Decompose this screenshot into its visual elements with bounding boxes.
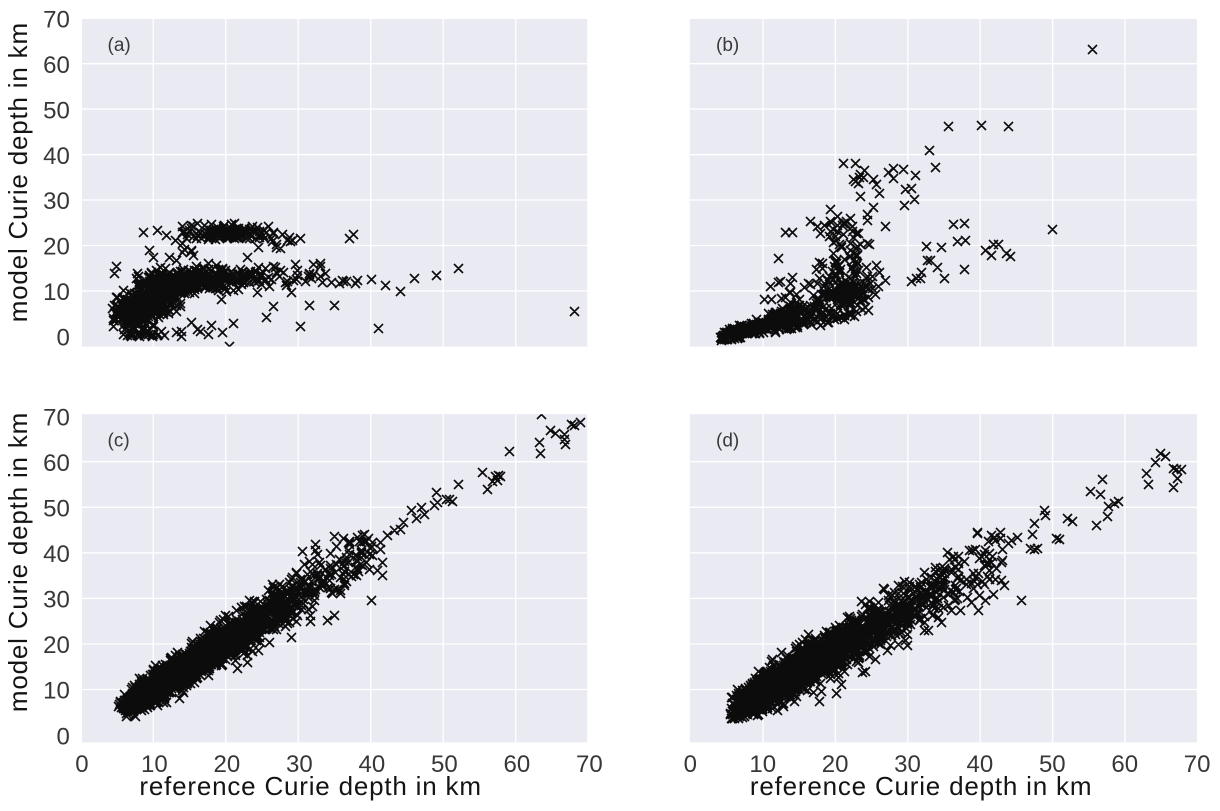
svg-text:60: 60 bbox=[43, 52, 70, 79]
svg-text:70: 70 bbox=[1184, 751, 1211, 778]
svg-text:(a): (a) bbox=[108, 35, 131, 56]
svg-text:reference Curie depth in km: reference Curie depth in km bbox=[750, 771, 1092, 801]
svg-text:10: 10 bbox=[749, 751, 776, 778]
svg-text:70: 70 bbox=[576, 751, 603, 778]
svg-text:20: 20 bbox=[43, 632, 70, 659]
svg-text:reference Curie depth in km: reference Curie depth in km bbox=[139, 771, 481, 801]
svg-text:40: 40 bbox=[43, 143, 70, 170]
svg-text:model Curie depth in km: model Curie depth in km bbox=[3, 22, 33, 322]
svg-text:(c): (c) bbox=[108, 431, 130, 452]
svg-text:30: 30 bbox=[286, 751, 313, 778]
svg-text:60: 60 bbox=[43, 450, 70, 477]
svg-text:20: 20 bbox=[43, 234, 70, 261]
svg-text:60: 60 bbox=[504, 751, 531, 778]
svg-text:60: 60 bbox=[1111, 751, 1138, 778]
svg-text:0: 0 bbox=[684, 751, 697, 778]
svg-text:40: 40 bbox=[43, 541, 70, 568]
svg-text:30: 30 bbox=[894, 751, 921, 778]
svg-text:30: 30 bbox=[43, 188, 70, 215]
svg-text:10: 10 bbox=[43, 279, 70, 306]
svg-text:70: 70 bbox=[43, 6, 70, 33]
svg-text:50: 50 bbox=[1039, 751, 1066, 778]
svg-text:0: 0 bbox=[56, 325, 69, 352]
svg-text:10: 10 bbox=[141, 751, 168, 778]
svg-text:30: 30 bbox=[43, 587, 70, 614]
svg-text:0: 0 bbox=[75, 751, 88, 778]
svg-text:(b): (b) bbox=[716, 35, 739, 56]
svg-text:(d): (d) bbox=[716, 431, 739, 452]
svg-text:model Curie depth in km: model Curie depth in km bbox=[3, 412, 33, 712]
svg-text:50: 50 bbox=[431, 751, 458, 778]
svg-text:10: 10 bbox=[43, 678, 70, 705]
svg-text:20: 20 bbox=[214, 751, 241, 778]
svg-text:0: 0 bbox=[56, 723, 69, 750]
svg-text:40: 40 bbox=[359, 751, 386, 778]
svg-text:20: 20 bbox=[822, 751, 849, 778]
svg-text:50: 50 bbox=[43, 496, 70, 523]
svg-text:40: 40 bbox=[967, 751, 994, 778]
svg-text:70: 70 bbox=[43, 404, 70, 431]
svg-text:50: 50 bbox=[43, 97, 70, 124]
